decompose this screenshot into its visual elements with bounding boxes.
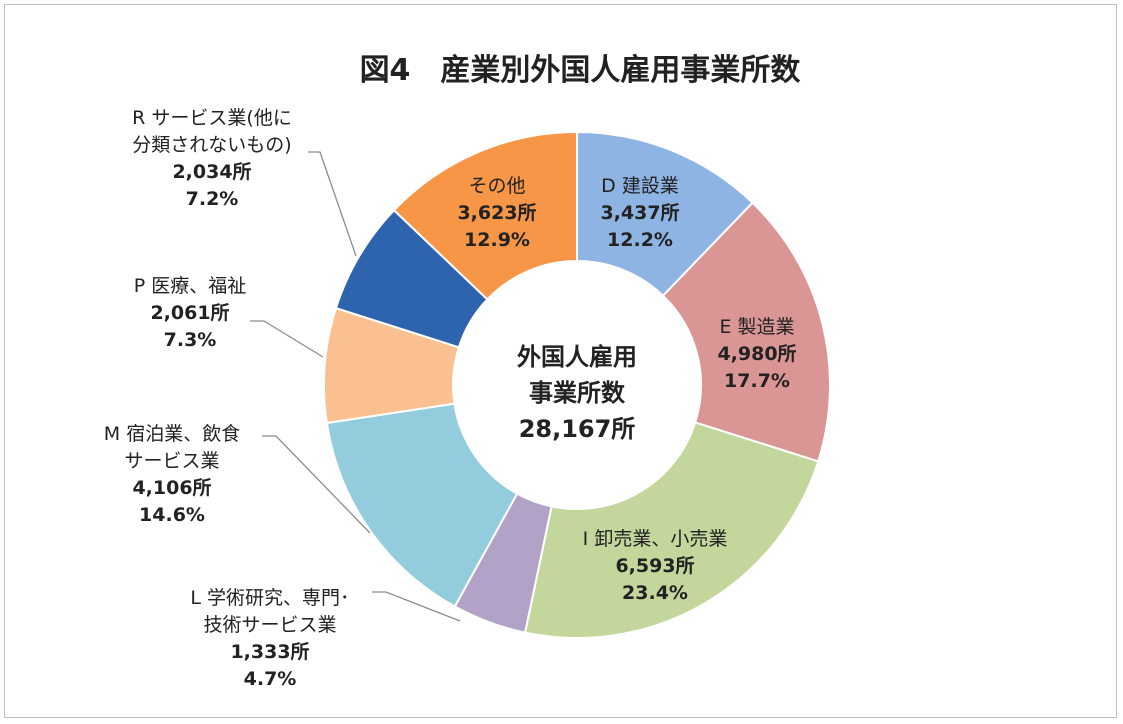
slice-name-label: D 建設業 [601,175,679,197]
donut-slice [325,402,519,608]
donut-slice [661,201,831,463]
slice-name-label: M 宿泊業、飲食 [104,423,240,445]
center-label: 外国人雇用 [517,343,637,371]
slice-percent-label: 14.6% [139,504,205,526]
slice-name-label: E 製造業 [719,316,794,338]
donut-slice [392,130,578,301]
slice-value-label: 6,593所 [615,555,694,577]
center-label: 事業所数 [529,379,626,407]
leader-line [308,151,357,257]
slice-value-label: 3,623所 [457,202,536,224]
leader-line [262,435,371,534]
chart-frame [4,4,1117,718]
slice-value-label: 2,034所 [172,161,251,183]
slice-value-label: 2,061所 [150,302,229,324]
donut-slice [523,421,820,639]
leader-line [372,591,461,622]
slice-value-label: 4,106所 [132,477,211,499]
center-label: 28,167所 [519,415,636,443]
slice-percent-label: 12.9% [464,229,530,251]
slice-name-label: R サービス業(他に [132,107,292,129]
slice-percent-label: 4.7% [244,668,297,690]
slice-name-label: L 学術研究、専門･ [190,587,349,609]
slice-percent-label: 12.2% [607,229,673,251]
slice-name-label: 分類されないもの) [132,134,291,156]
slice-value-label: 3,437所 [600,202,679,224]
slice-name-label: I 卸売業、小売業 [583,528,728,550]
slice-percent-label: 7.3% [164,329,217,351]
slice-value-label: 1,333所 [230,641,309,663]
slice-percent-label: 23.4% [622,582,688,604]
chart-title: 図4 産業別外国人雇用事業所数 [360,53,802,88]
slice-percent-label: 7.2% [186,188,239,210]
slice-percent-label: 17.7% [724,370,790,392]
slice-name-label: 技術サービス業 [203,614,336,636]
slice-name-label: サービス業 [124,450,219,472]
slice-name-label: P 医療、福祉 [134,275,247,297]
slice-name-label: その他 [468,175,525,197]
leader-line [250,320,324,358]
slice-value-label: 4,980所 [717,343,796,365]
donut-hole [454,262,700,508]
